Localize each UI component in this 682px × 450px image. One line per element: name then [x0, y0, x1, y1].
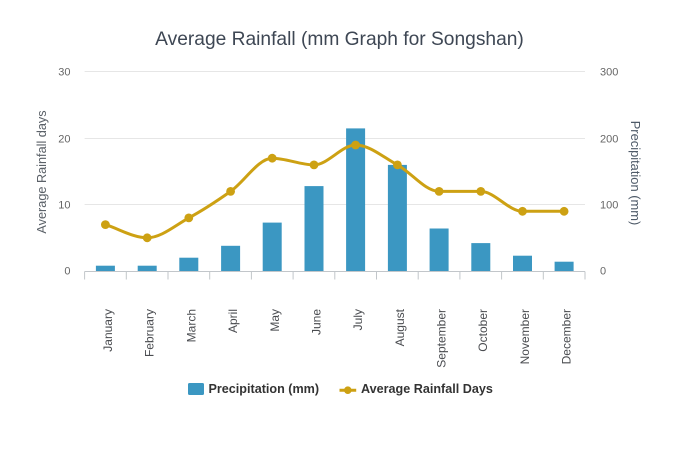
- svg-text:September: September: [435, 309, 449, 368]
- svg-text:November: November: [518, 309, 532, 364]
- svg-text:100: 100: [600, 199, 618, 211]
- svg-text:300: 300: [600, 67, 618, 79]
- svg-text:200: 200: [600, 133, 618, 145]
- svg-text:0: 0: [600, 265, 606, 277]
- svg-text:April: April: [226, 309, 240, 333]
- svg-text:Average Rainfall days: Average Rainfall days: [35, 110, 49, 233]
- svg-text:Precipitation (mm): Precipitation (mm): [628, 121, 643, 226]
- svg-text:Average Rainfall Days: Average Rainfall Days: [361, 382, 493, 396]
- svg-text:June: June: [310, 309, 324, 335]
- svg-text:Precipitation (mm): Precipitation (mm): [209, 382, 320, 396]
- svg-text:February: February: [143, 309, 157, 357]
- svg-text:0: 0: [64, 265, 70, 277]
- svg-text:December: December: [560, 309, 574, 364]
- svg-text:30: 30: [58, 67, 70, 79]
- svg-text:10: 10: [58, 199, 70, 211]
- svg-text:Average Rainfall (mm Graph for: Average Rainfall (mm Graph for Songshan): [155, 29, 524, 50]
- svg-text:March: March: [184, 309, 198, 342]
- svg-text:July: July: [351, 309, 365, 330]
- svg-text:May: May: [268, 309, 282, 332]
- svg-text:August: August: [393, 308, 407, 346]
- svg-text:October: October: [476, 309, 490, 352]
- svg-text:20: 20: [58, 133, 70, 145]
- svg-text:January: January: [101, 309, 115, 352]
